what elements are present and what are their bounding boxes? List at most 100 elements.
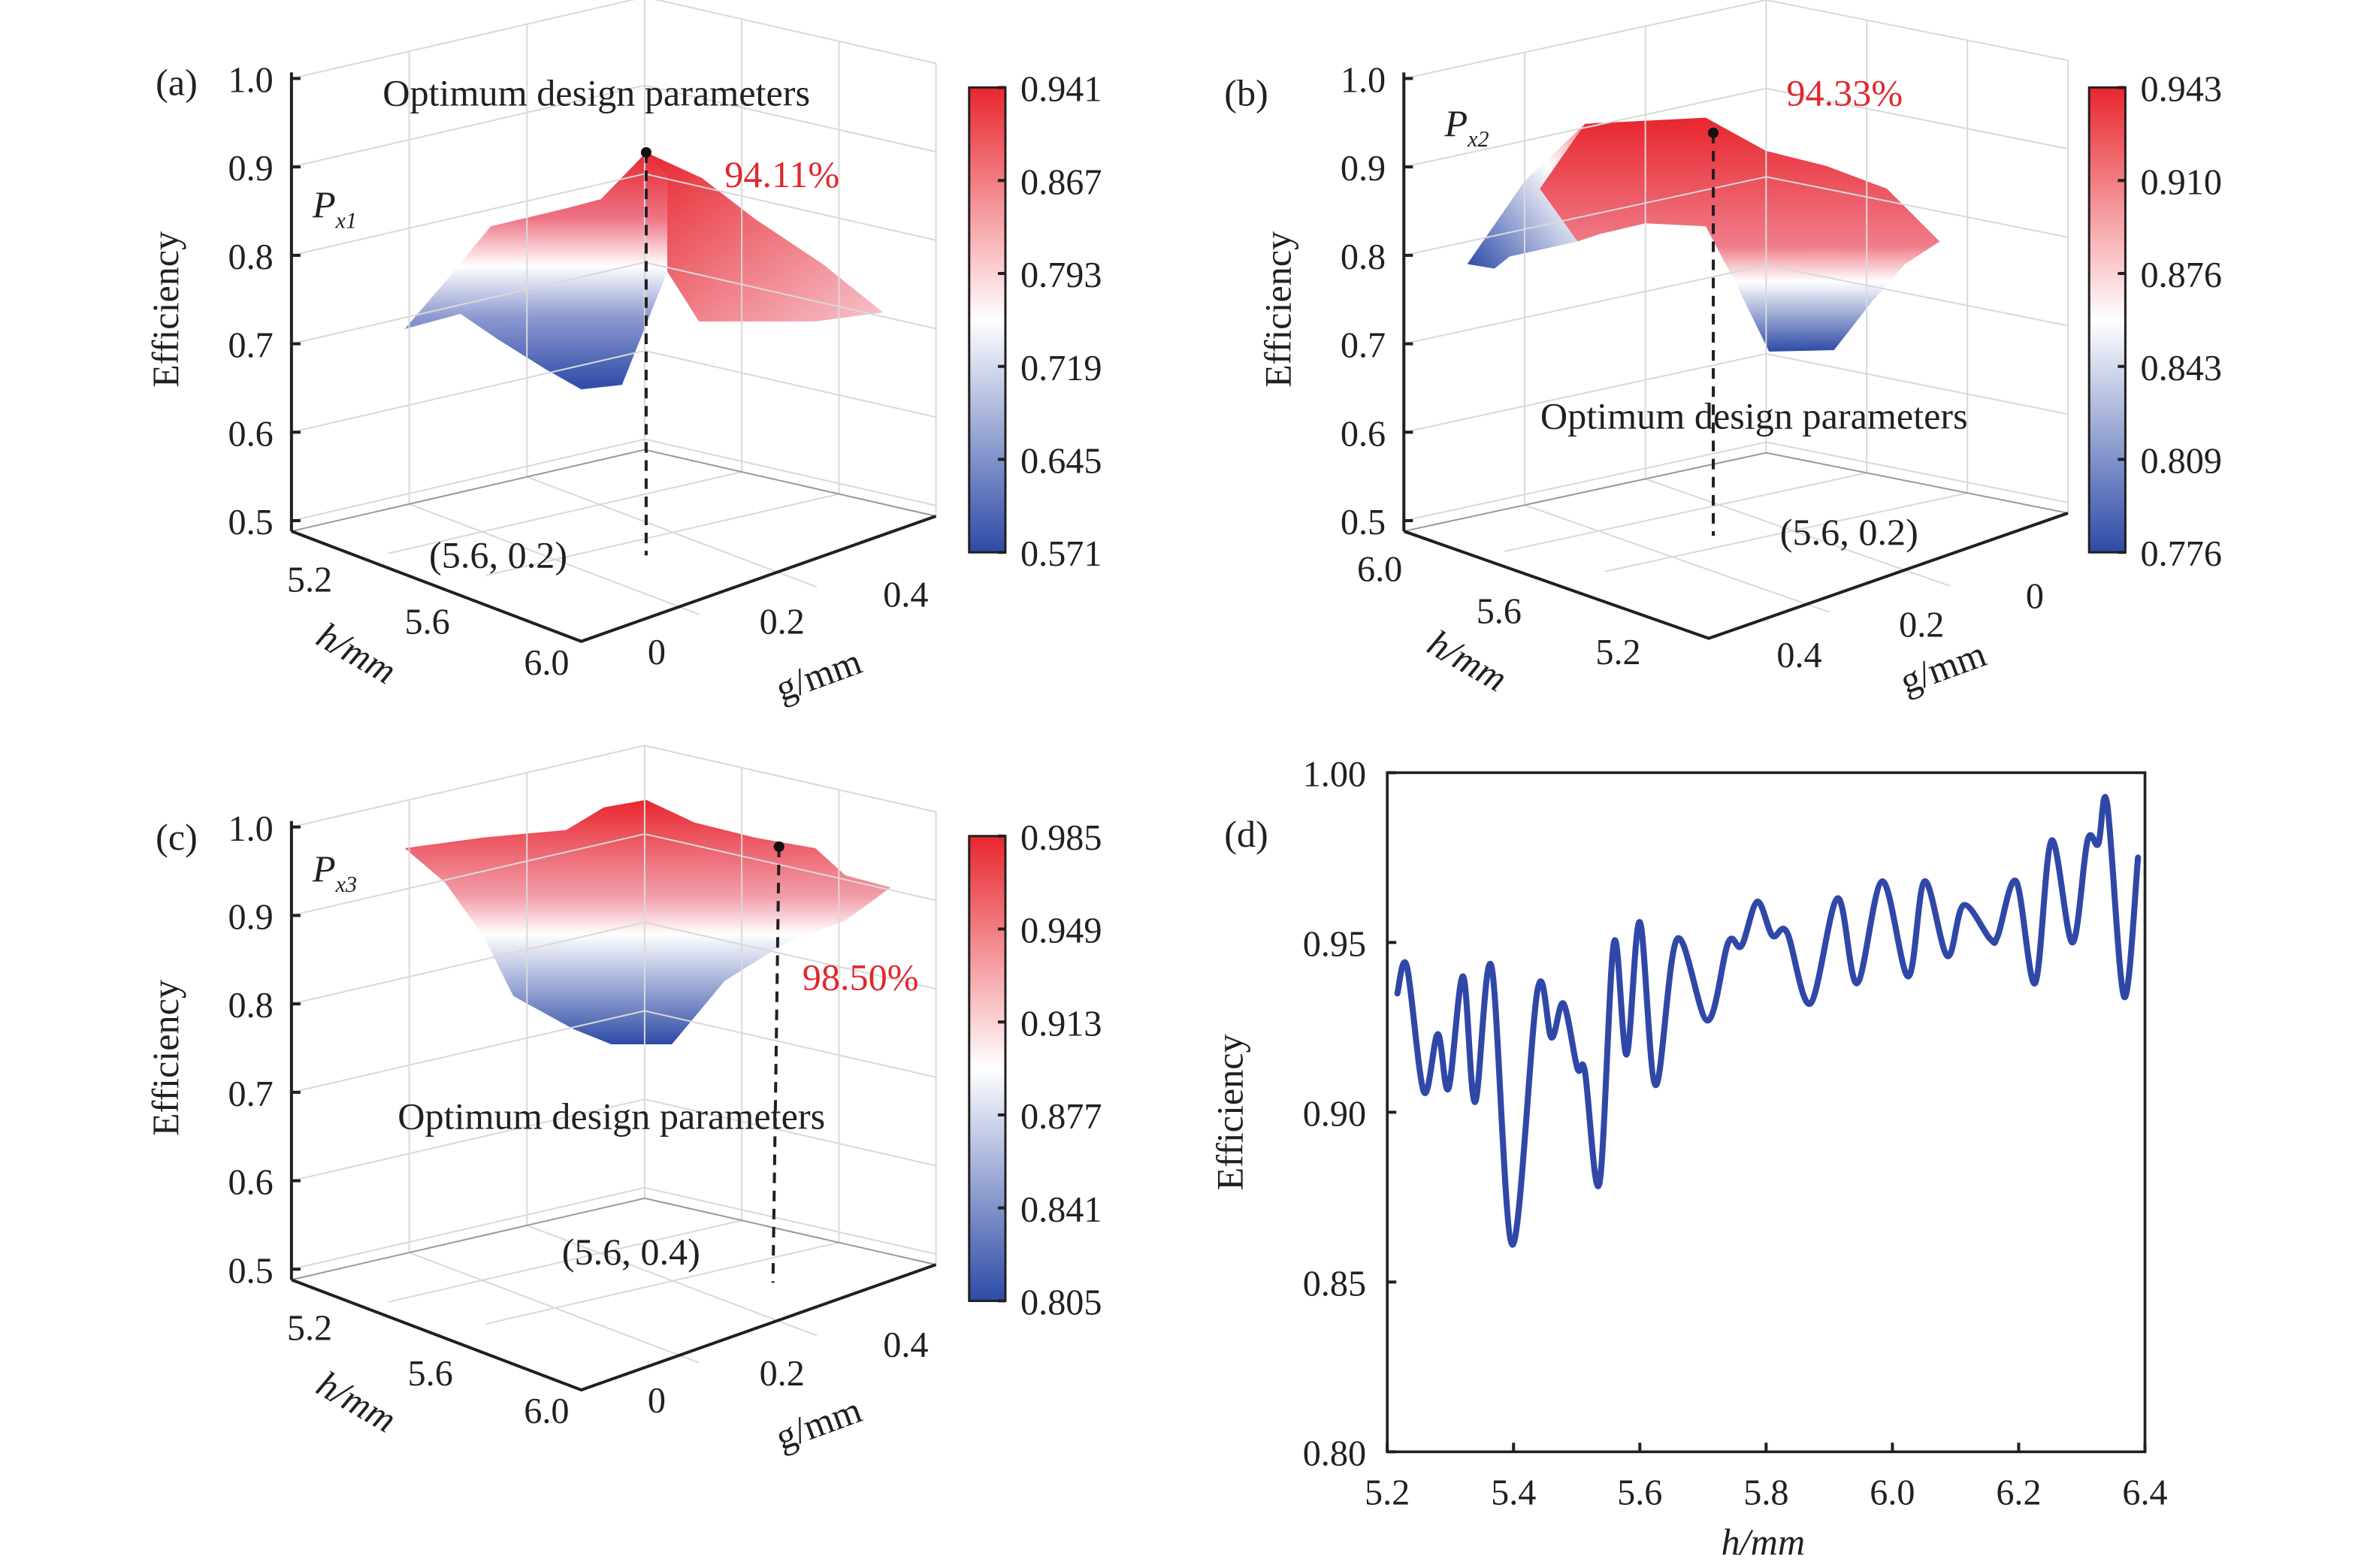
series-label-sub: x3 [335,872,357,897]
colorbar-tick-label: 0.809 [2140,442,2221,482]
x-tick-label: 5.2 [1595,633,1640,672]
y-tick-label: 0.85 [1303,1264,1366,1304]
grid-line [1404,0,2069,80]
colorbar [968,835,1007,1302]
grid-line [1504,472,1867,552]
z-tick-label: 0.6 [1341,414,1386,454]
colorbar-tick-label: 0.776 [2140,534,2221,574]
x-tick-label: 5.6 [408,1354,453,1394]
x-tick-label: 5.6 [1617,1473,1662,1513]
z-tick-label: 0.7 [1341,326,1386,366]
colorbar-tick-label: 0.877 [1020,1097,1102,1137]
x-tick-label: 6.0 [1870,1473,1915,1513]
optimum-label: (5.6, 0.4) [562,1231,700,1273]
floor-front-edges [291,1263,937,1392]
y-tick-label: 0.80 [1303,1434,1366,1473]
x-tick-label: 6.0 [524,1391,569,1431]
z-tick-label: 0.5 [1341,503,1386,542]
grid-line [485,1241,839,1325]
peak-point [640,147,651,158]
y-tick-label: 0.2 [1899,606,1944,645]
colorbar-tick-label: 0.941 [1020,70,1102,110]
z-tick-label: 0.7 [228,1074,274,1114]
series-label-main: P [312,847,336,890]
optimum-label: (5.6, 0.2) [429,533,567,576]
surface-a [404,152,884,390]
colorbar-tick-label: 0.876 [2140,255,2221,295]
z-tick-label: 1.0 [228,809,274,849]
surface-a-right [645,152,884,322]
series-label-main: P [1443,102,1468,144]
x-axis-label: h/mm [1722,1521,1806,1563]
z-tick-label: 0.6 [228,1163,274,1203]
y-tick-label: 0.2 [760,603,805,642]
series-label-sub: x1 [335,207,357,233]
z-tick-label: 0.9 [1341,149,1386,189]
x-axis-label: h/mm [1421,621,1515,699]
x-tick-label: 5.2 [287,1309,332,1349]
colorbar-tick-label: 0.943 [2140,70,2221,110]
x-tick-label: 5.8 [1743,1473,1788,1513]
z-tick-label: 0.9 [228,149,274,189]
surface-b-left [1467,123,1586,269]
panel-label: (d) [1224,813,1268,855]
annotation-title: Optimum design parameters [1540,394,1968,437]
series-label-sub: x2 [1467,126,1489,152]
surface-b [1467,117,1940,352]
colorbar-tick-label: 0.985 [1020,818,1102,858]
z-tick-label: 0.9 [228,898,274,938]
x-tick-label: 6.4 [2122,1473,2167,1513]
y-tick-label: 1.00 [1303,755,1366,795]
peak-point [773,841,784,852]
colorbar [968,86,1007,554]
colorbar-tick-label: 0.841 [1020,1190,1102,1230]
floor-back-edge [1404,452,2069,533]
panel-b: 1.00.90.80.70.60.56.05.65.2 0.40.20h/mm g/… [1224,0,2222,702]
grid-line [1524,504,1830,613]
colorbar-tick-label: 0.719 [1020,349,1102,388]
z-tick-label: 1.0 [1341,61,1386,101]
x-tick-label: 5.2 [287,560,332,600]
z-tick-label: 0.6 [228,414,274,454]
y-axis-label: g/mm [769,640,866,710]
y-tick-label: 0.95 [1303,924,1366,964]
colorbar-tick-label: 0.843 [2140,349,2221,388]
x-tick-label: 6.0 [524,643,569,683]
grid-line [388,471,742,554]
series-label: Px3 [312,847,357,897]
surface-a-left [404,152,668,390]
x-tick-label: 5.4 [1491,1473,1536,1513]
colorbar-tick-label: 0.913 [1020,1004,1102,1044]
z-tick-label: 0.5 [228,503,274,542]
x-tick-label: 5.6 [1477,592,1522,632]
peak-label: 94.11% [724,153,839,195]
series-label-main: P [312,183,336,225]
colorbar-tick-label: 0.805 [1020,1283,1102,1323]
colorbar-tick-label: 0.645 [1020,442,1102,482]
colorbar-tick-label: 0.949 [1020,911,1102,951]
y-tick-label: 0.2 [760,1354,805,1394]
colorbar-tick-label: 0.571 [1020,534,1102,574]
x-tick-label: 5.2 [1365,1473,1410,1513]
z-tick-label: 0.7 [228,326,274,366]
y-tick-label: 0.90 [1303,1094,1366,1134]
z-tick-label: 0.8 [1341,237,1386,277]
floor-front-edges [291,515,937,643]
z-axis-label: Efficiency [1257,231,1299,388]
surface-c-main [404,799,891,1044]
colorbar-tick-label: 0.793 [1020,255,1102,295]
z-tick-label: 0.8 [228,237,274,277]
z-axis-label: Efficiency [144,980,186,1136]
peak-point [1708,127,1719,138]
peak-label: 98.50% [803,956,919,999]
floor-back-edge [291,1197,936,1281]
floor-front-edges [1403,512,2069,640]
y-axis-label: g/mm [769,1388,866,1458]
grid-line [1645,478,1951,587]
surface-b-main [1540,117,1940,352]
z-tick-label: 1.0 [228,61,274,101]
annotation-title: Optimum design parameters [398,1095,825,1137]
series-label: Px1 [312,183,357,233]
x-tick-label: 6.0 [1357,549,1402,589]
